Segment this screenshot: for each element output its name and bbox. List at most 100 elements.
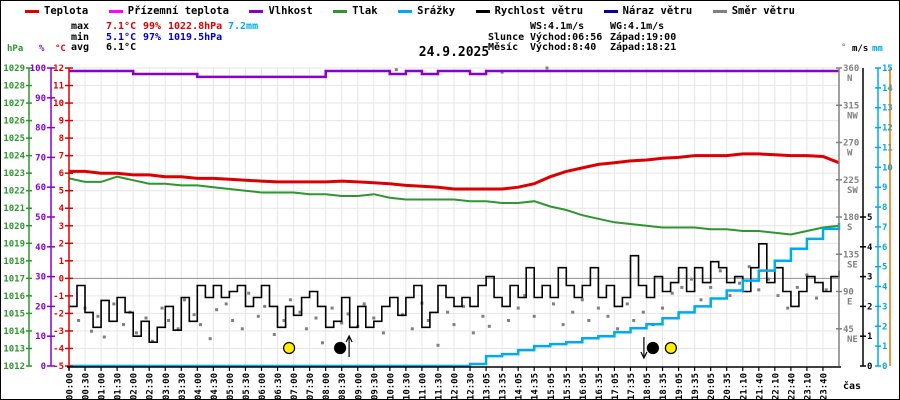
svg-text:-3: -3 [53,327,64,337]
svg-text:05:30: 05:30 [242,373,252,399]
svg-text:4: 4 [59,204,65,214]
svg-text:22:10: 22:10 [771,373,781,399]
legend-item-3: Vlhkost [249,5,313,17]
svg-text:02:30: 02:30 [146,373,156,399]
svg-text:1022: 1022 [3,187,25,197]
svg-text:18:35: 18:35 [659,373,669,399]
legend-item-1: Teplota [25,5,88,17]
legend-swatch [333,9,348,13]
svg-text:16:05: 16:05 [579,373,589,399]
min-label: min [71,31,90,43]
svg-text:1017: 1017 [3,274,25,284]
svg-text:8: 8 [59,134,64,144]
svg-text:SW: SW [847,186,858,196]
time-axis: 00:00 00:30 01:00 01:30 02:00 02:30 03:00 03:30… [66,366,861,399]
svg-text:11:30: 11:30 [434,373,444,399]
sun-row: Slunce Východ:06:56 Západ:19:00 [488,31,676,44]
legend-item-2: Přízemní teplota [108,5,229,17]
svg-text:01:00: 01:00 [98,373,108,399]
wind-speed-stat: WS:4.1m/s [530,21,585,32]
rain-line [69,223,841,368]
svg-text:12: 12 [53,64,64,74]
moonrise-marker-icon [334,341,347,355]
svg-text:09:30: 09:30 [370,373,380,399]
svg-text:180: 180 [843,213,859,223]
legend-swatch [712,9,727,13]
legend-label: Směr větru [731,5,795,17]
svg-text:04:30: 04:30 [210,373,220,399]
svg-text:09:00: 09:00 [354,373,364,399]
svg-text:20:05: 20:05 [707,373,717,399]
svg-text:1: 1 [882,342,887,352]
svg-text:-1: -1 [53,292,64,302]
svg-text:270: 270 [843,139,859,149]
svg-text:°C: °C [55,44,66,54]
astro-block: WS:4.1m/s WG:4.1m/s Slunce Východ:06:56 Záp… [488,21,677,54]
svg-text:01:30: 01:30 [114,373,124,399]
legend-label: Tlak [352,5,378,17]
svg-text:0: 0 [41,362,46,372]
svg-text:14:05: 14:05 [515,373,525,399]
max-rain: 7.2mm [228,21,259,32]
svg-text:100: 100 [30,64,46,74]
svg-text:2: 2 [882,322,887,332]
humidity-line [69,69,839,79]
svg-text:13: 13 [882,104,893,114]
svg-text:45: 45 [843,325,854,335]
svg-text:21:10: 21:10 [739,373,749,399]
svg-text:50: 50 [35,213,46,223]
svg-text:9: 9 [882,183,887,193]
svg-text:SE: SE [847,260,858,270]
legend-label: Přízemní teplota [127,5,229,17]
svg-text:20: 20 [35,302,46,312]
svg-text:1020: 1020 [3,222,25,232]
svg-text:1024: 1024 [3,152,25,162]
svg-text:-4: -4 [53,344,64,354]
svg-text:360: 360 [843,64,859,74]
svg-text:4: 4 [867,243,873,253]
moonset-time: Západ:18:21 [610,42,677,53]
svg-text:9: 9 [59,117,64,127]
svg-text:6: 6 [882,243,887,253]
svg-text:08:00: 08:00 [322,373,332,399]
legend-swatch [398,9,413,13]
svg-text:23:40: 23:40 [819,373,829,399]
svg-text:1: 1 [59,257,64,267]
svg-text:8: 8 [882,203,887,213]
svg-text:03:30: 03:30 [178,373,188,399]
svg-text:E: E [847,298,852,308]
svg-text:0: 0 [59,274,64,284]
svg-text:1013: 1013 [3,344,25,354]
svg-text:13:35: 13:35 [499,373,509,399]
svg-text:23:10: 23:10 [803,373,813,399]
svg-text:NW: NW [847,111,858,121]
svg-text:1016: 1016 [3,292,25,302]
pressure-line [68,175,840,236]
svg-text:22:40: 22:40 [787,373,797,399]
svg-text:70: 70 [35,153,46,163]
svg-text:N: N [847,74,852,84]
svg-text:1014: 1014 [3,327,25,337]
svg-text:2: 2 [867,302,872,312]
svg-text:1026: 1026 [3,117,25,127]
svg-text:10: 10 [882,163,893,173]
legend-item-4: Tlak [333,5,378,17]
svg-text:07:30: 07:30 [306,373,316,399]
svg-text:%: % [39,44,45,54]
moon-label: Měsíc [488,42,519,53]
svg-text:00:00: 00:00 [66,373,76,399]
sun-moon-markers [283,334,678,360]
svg-text:1019: 1019 [3,239,25,249]
svg-text:1025: 1025 [3,134,25,144]
svg-text:5: 5 [59,187,64,197]
legend-item-8: Směr větru [712,5,795,17]
min-temperature: 5.1°C [106,31,137,43]
sun-label: Slunce [488,31,525,43]
svg-text:15:05: 15:05 [547,373,557,399]
svg-text:2: 2 [59,239,64,249]
svg-text:20:35: 20:35 [723,373,733,399]
svg-text:1012: 1012 [3,362,25,372]
